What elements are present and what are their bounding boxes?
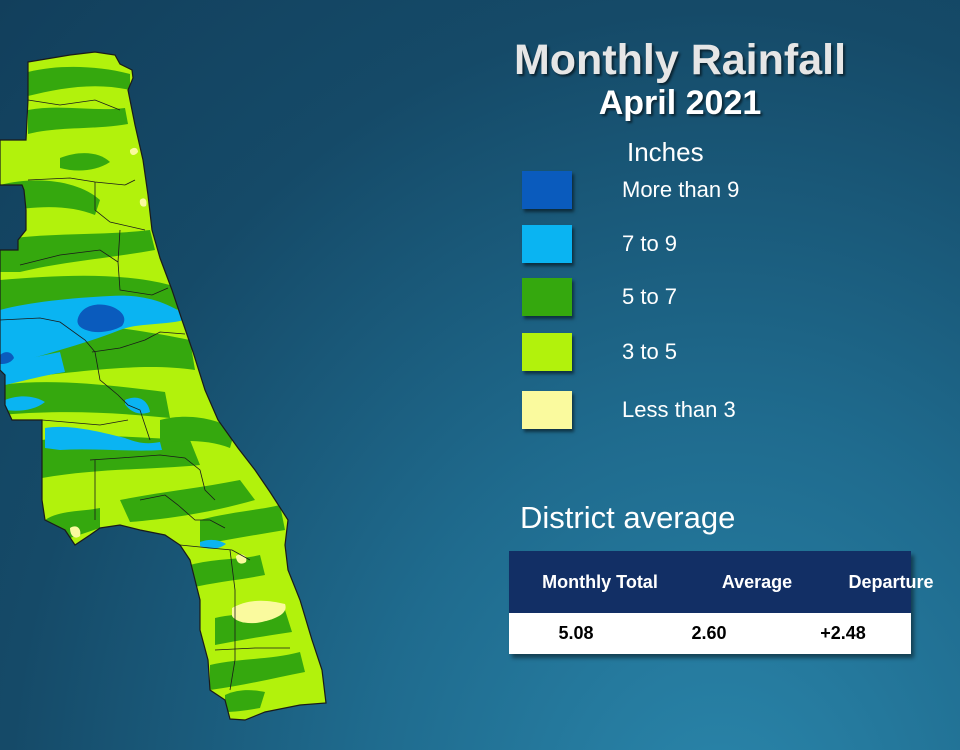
legend-item-3-to-5: 3 to 5: [522, 333, 822, 375]
departure-value: +2.48: [820, 623, 866, 643]
legend-item-less-than-3: Less than 3: [522, 391, 822, 433]
table-header-row: Monthly Total Average Departure: [509, 551, 934, 613]
table-row: 5.08 2.60 +2.48: [509, 613, 911, 654]
column-header-average: Average: [721, 571, 793, 592]
legend-swatch: [522, 225, 572, 263]
column-header-departure: Departure: [848, 571, 934, 592]
legend-label: More than 9: [622, 177, 740, 202]
average-value: 2.60: [691, 623, 727, 643]
legend-item-5-to-7: 5 to 7: [522, 278, 822, 320]
county-boundaries: [0, 99, 290, 691]
legend-item-7-to-9: 7 to 9: [522, 225, 822, 267]
district-average-heading: District average: [520, 500, 736, 535]
legend-label: Less than 3: [622, 397, 736, 422]
district-outline: [0, 51, 327, 721]
legend-label: 5 to 7: [622, 284, 678, 309]
zone-more-than-9: [0, 304, 125, 364]
legend-swatch: [522, 278, 572, 316]
map-title: Monthly Rainfall: [513, 36, 847, 84]
rainfall-zones: [0, 52, 326, 720]
zone-less-than-3: [70, 147, 286, 624]
column-header-monthly-total: Monthly Total: [542, 571, 658, 592]
monthly-total-value: 5.08: [558, 623, 594, 643]
map-subtitle: April 2021: [598, 84, 762, 122]
legend-swatch: [522, 333, 572, 371]
district-average-table: Monthly Total Average Departure 5.08 2.6…: [509, 551, 934, 654]
legend-label: 7 to 9: [622, 231, 678, 256]
legend-item-more-than-9: More than 9: [522, 171, 822, 213]
legend-heading: Inches: [627, 137, 704, 167]
rainfall-map: [0, 51, 327, 721]
legend-swatch: [522, 171, 572, 209]
legend-swatch: [522, 391, 572, 429]
legend-label: 3 to 5: [622, 339, 678, 364]
